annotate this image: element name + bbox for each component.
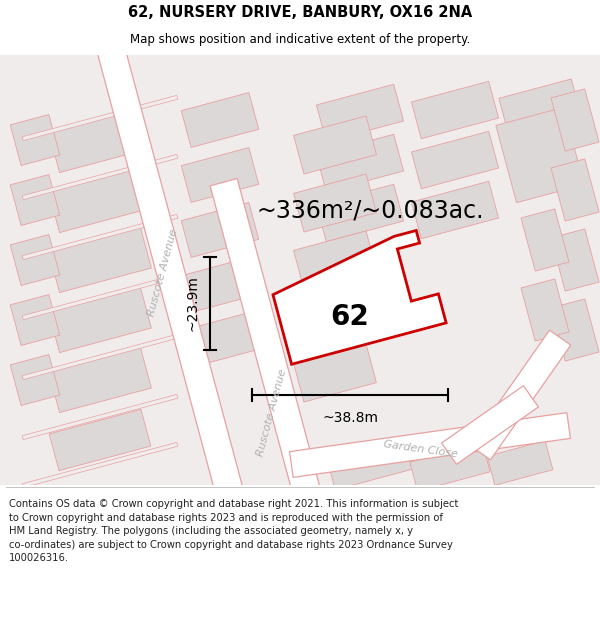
Polygon shape [316, 184, 404, 242]
Polygon shape [293, 231, 376, 289]
Polygon shape [316, 134, 404, 192]
Text: 62: 62 [331, 303, 370, 331]
Polygon shape [22, 274, 178, 319]
Polygon shape [469, 330, 571, 460]
Polygon shape [181, 312, 259, 368]
Text: Contains OS data © Crown copyright and database right 2021. This information is : Contains OS data © Crown copyright and d… [9, 499, 458, 563]
Polygon shape [521, 279, 569, 341]
Polygon shape [442, 386, 538, 464]
Polygon shape [293, 174, 376, 232]
Polygon shape [10, 114, 60, 166]
Polygon shape [496, 107, 584, 202]
Polygon shape [551, 229, 599, 291]
Polygon shape [22, 154, 178, 199]
Polygon shape [49, 409, 151, 471]
Text: 62, NURSERY DRIVE, BANBURY, OX16 2NA: 62, NURSERY DRIVE, BANBURY, OX16 2NA [128, 4, 472, 19]
Polygon shape [22, 96, 178, 141]
Polygon shape [293, 288, 376, 346]
Polygon shape [290, 412, 571, 478]
Polygon shape [412, 131, 499, 189]
Polygon shape [293, 344, 376, 402]
Polygon shape [273, 231, 446, 364]
Polygon shape [10, 294, 60, 346]
Polygon shape [293, 116, 376, 174]
Polygon shape [210, 179, 346, 591]
Polygon shape [49, 228, 151, 292]
Polygon shape [49, 107, 151, 172]
Polygon shape [551, 89, 599, 151]
Text: Garden Close: Garden Close [382, 439, 458, 459]
Polygon shape [10, 234, 60, 286]
Text: ~336m²/~0.083ac.: ~336m²/~0.083ac. [256, 198, 484, 222]
Polygon shape [49, 348, 151, 413]
Polygon shape [412, 181, 499, 239]
Polygon shape [22, 394, 178, 439]
Polygon shape [316, 84, 404, 142]
Polygon shape [181, 148, 259, 202]
Polygon shape [521, 209, 569, 271]
Polygon shape [49, 288, 151, 352]
Polygon shape [22, 442, 178, 488]
Polygon shape [10, 174, 60, 226]
Polygon shape [181, 202, 259, 258]
Polygon shape [410, 442, 490, 491]
Text: Ruscote Avenue: Ruscote Avenue [256, 368, 289, 458]
Polygon shape [10, 354, 60, 406]
Polygon shape [49, 168, 151, 232]
Polygon shape [499, 79, 581, 135]
Polygon shape [22, 214, 178, 259]
Polygon shape [551, 299, 599, 361]
Text: Ruscote Avenue: Ruscote Avenue [146, 228, 179, 318]
Polygon shape [551, 159, 599, 221]
Polygon shape [181, 92, 259, 148]
Polygon shape [412, 81, 499, 139]
Polygon shape [181, 258, 259, 312]
Polygon shape [328, 440, 413, 490]
Polygon shape [82, 0, 259, 554]
Polygon shape [22, 334, 178, 379]
Text: Map shows position and indicative extent of the property.: Map shows position and indicative extent… [130, 33, 470, 46]
Polygon shape [487, 441, 553, 485]
Text: ~23.9m: ~23.9m [186, 276, 200, 331]
Text: ~38.8m: ~38.8m [322, 411, 378, 425]
